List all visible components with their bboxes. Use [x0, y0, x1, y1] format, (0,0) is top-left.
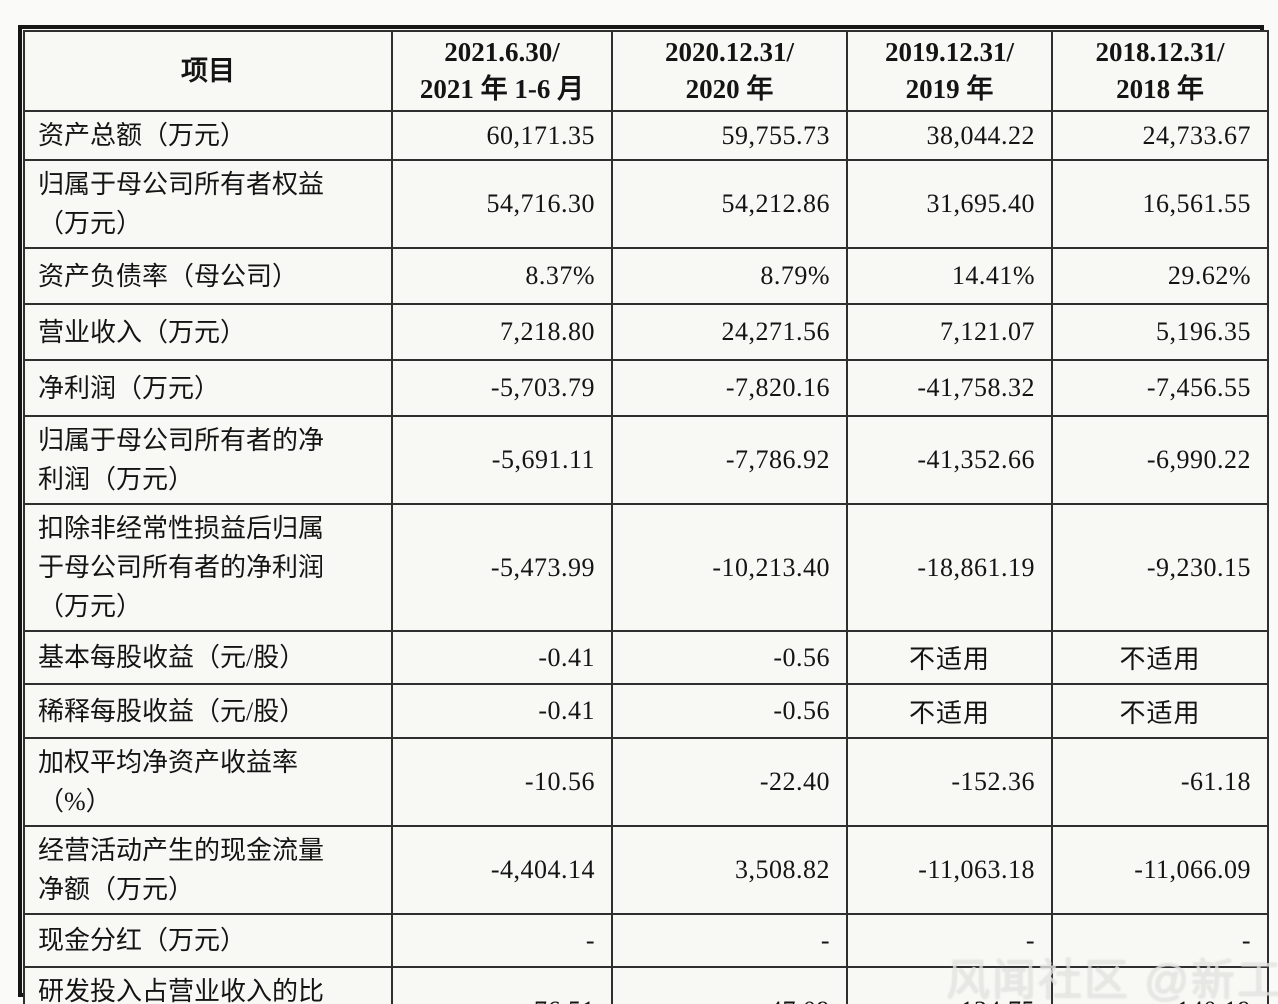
value-cell: -41,758.32: [846, 359, 1053, 417]
value-cell: 5,196.35: [1051, 303, 1269, 361]
table-row: 净利润（万元） -5,703.79 -7,820.16 -41,758.32 -7,45…: [23, 359, 1269, 417]
value-cell: -61.18: [1051, 737, 1269, 827]
column-header-period-2020: 2020.12.31/ 2020 年: [611, 30, 848, 112]
row-label: 营业收入（万元）: [23, 303, 393, 361]
value-cell: -5,703.79: [391, 359, 613, 417]
value-cell: 16,561.55: [1051, 159, 1269, 249]
row-label: 资产负债率（母公司）: [23, 247, 393, 305]
value-cell: -0.41: [391, 683, 613, 739]
value-cell: 3,508.82: [611, 825, 848, 915]
table-row: 归属于母公司所有者的净利润（万元） -5,691.11 -7,786.92 -41,3…: [23, 415, 1269, 505]
value-cell: 不适用: [1051, 630, 1269, 685]
value-cell: 54,716.30: [391, 159, 613, 249]
value-cell: -5,473.99: [391, 503, 613, 632]
row-label: 经营活动产生的现金流量净额（万元）: [23, 825, 393, 915]
value-cell: 不适用: [846, 630, 1053, 685]
column-header-item-label: 项目: [181, 55, 235, 86]
value-cell: -: [611, 913, 848, 968]
value-cell: -0.56: [611, 683, 848, 739]
table-row: 资产负债率（母公司） 8.37% 8.79% 14.41% 29.62%: [23, 247, 1269, 305]
value-cell: -152.36: [846, 737, 1053, 827]
value-cell: 59,755.73: [611, 110, 848, 161]
value-cell: 8.37%: [391, 247, 613, 305]
value-cell: 134.75: [846, 966, 1053, 1004]
table-row: 现金分红（万元） - - - -: [23, 913, 1269, 968]
row-label: 基本每股收益（元/股）: [23, 630, 393, 685]
value-cell: -10.56: [391, 737, 613, 827]
value-cell: -9,230.15: [1051, 503, 1269, 632]
header-row: 项目 2021.6.30/ 2021 年 1-6 月 2020.12.31/ 2…: [23, 30, 1269, 112]
period-year-line: 2018 年: [1116, 74, 1204, 104]
table-row: 营业收入（万元） 7,218.80 24,271.56 7,121.07 5,196.3…: [23, 303, 1269, 361]
period-date-line: 2018.12.31/: [1095, 37, 1225, 67]
value-cell: -7,456.55: [1051, 359, 1269, 417]
value-cell: -: [391, 913, 613, 968]
value-cell: 38,044.22: [846, 110, 1053, 161]
value-cell: 76.51: [391, 966, 613, 1004]
value-cell: 8.79%: [611, 247, 848, 305]
value-cell: -18,861.19: [846, 503, 1053, 632]
table-row: 资产总额（万元） 60,171.35 59,755.73 38,044.22 24,73…: [23, 110, 1269, 161]
value-cell: 31,695.40: [846, 159, 1053, 249]
table-row: 经营活动产生的现金流量净额（万元） -4,404.14 3,508.82 -11,06…: [23, 825, 1269, 915]
financial-summary-table-frame: 项目 2021.6.30/ 2021 年 1-6 月 2020.12.31/ 2…: [18, 25, 1269, 1004]
value-cell: 7,121.07: [846, 303, 1053, 361]
value-cell: 24,733.67: [1051, 110, 1269, 161]
value-cell: -11,063.18: [846, 825, 1053, 915]
value-cell: -7,820.16: [611, 359, 848, 417]
table-row: 稀释每股收益（元/股） -0.41 -0.56 不适用 不适用: [23, 683, 1269, 739]
column-header-period-2018: 2018.12.31/ 2018 年: [1051, 30, 1269, 112]
value-cell: 24,271.56: [611, 303, 848, 361]
value-cell: 7,218.80: [391, 303, 613, 361]
financial-summary-table: 项目 2021.6.30/ 2021 年 1-6 月 2020.12.31/ 2…: [23, 30, 1269, 1004]
value-cell: 54,212.86: [611, 159, 848, 249]
row-label: 净利润（万元）: [23, 359, 393, 417]
value-cell: -11,066.09: [1051, 825, 1269, 915]
period-year-line: 2021 年 1-6 月: [419, 74, 585, 104]
value-cell: -5,691.11: [391, 415, 613, 505]
column-header-item: 项目: [23, 30, 393, 112]
row-label: 稀释每股收益（元/股）: [23, 683, 393, 739]
period-date-line: 2021.6.30/: [444, 37, 560, 67]
table-row: 归属于母公司所有者权益（万元） 54,716.30 54,212.86 31,695.…: [23, 159, 1269, 249]
value-cell: 不适用: [1051, 683, 1269, 739]
period-date-line: 2020.12.31/: [664, 37, 794, 67]
value-cell: -7,786.92: [611, 415, 848, 505]
value-cell: -0.41: [391, 630, 613, 685]
period-year-line: 2019 年: [905, 74, 994, 104]
row-label: 研发投入占营业收入的比例（%）: [23, 966, 393, 1004]
value-cell: 29.62%: [1051, 247, 1269, 305]
period-date-line: 2019.12.31/: [884, 37, 1014, 67]
table-row: 基本每股收益（元/股） -0.41 -0.56 不适用 不适用: [23, 630, 1269, 685]
value-cell: -22.40: [611, 737, 848, 827]
row-label: 现金分红（万元）: [23, 913, 393, 968]
table-row: 加权平均净资产收益率（%） -10.56 -22.40 -152.36 -61.18: [23, 737, 1269, 827]
value-cell: 47.09: [611, 966, 848, 1004]
column-header-period-2019: 2019.12.31/ 2019 年: [846, 30, 1053, 112]
row-label: 归属于母公司所有者权益（万元）: [23, 159, 393, 249]
table-row: 研发投入占营业收入的比例（%）76.5147.09134.75140.19: [23, 966, 1269, 1004]
value-cell: 不适用: [846, 683, 1053, 739]
period-year-line: 2020 年: [685, 74, 774, 104]
value-cell: -4,404.14: [391, 825, 613, 915]
row-label: 扣除非经常性损益后归属于母公司所有者的净利润（万元）: [23, 503, 393, 632]
table-row: 扣除非经常性损益后归属于母公司所有者的净利润（万元） -5,473.99 -10,2…: [23, 503, 1269, 632]
row-label: 资产总额（万元）: [23, 110, 393, 161]
value-cell: -10,213.40: [611, 503, 848, 632]
value-cell: -6,990.22: [1051, 415, 1269, 505]
value-cell: -: [1051, 913, 1269, 968]
value-cell: 140.19: [1051, 966, 1269, 1004]
column-header-period-2021: 2021.6.30/ 2021 年 1-6 月: [391, 30, 613, 112]
value-cell: -41,352.66: [846, 415, 1053, 505]
value-cell: 14.41%: [846, 247, 1053, 305]
row-label: 加权平均净资产收益率（%）: [23, 737, 393, 827]
row-label: 归属于母公司所有者的净利润（万元）: [23, 415, 393, 505]
value-cell: -0.56: [611, 630, 848, 685]
value-cell: -: [846, 913, 1053, 968]
value-cell: 60,171.35: [391, 110, 613, 161]
